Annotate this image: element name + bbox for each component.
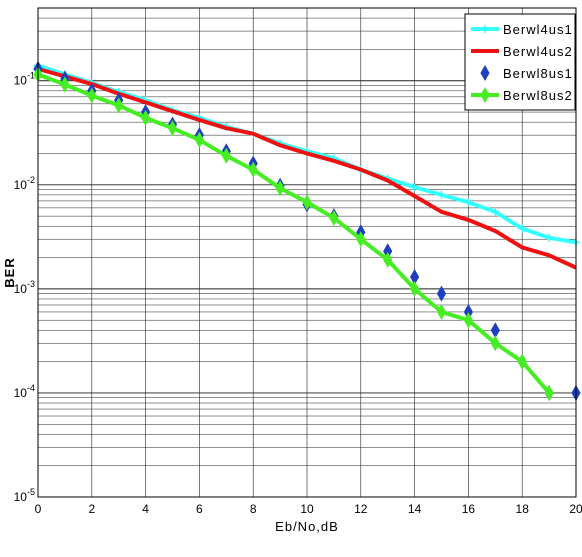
y-tick-label: 10-2 [14,175,35,192]
x-tick-label: 4 [142,502,149,516]
data-point-plus-marker [464,198,473,207]
data-point-diamond-marker [248,161,258,178]
legend: Berwl4us1 Berwl4us2 Berwl8us1 Berwl8us2 [464,13,576,111]
data-point-diamond-marker [436,285,447,302]
data-point-diamond-marker [87,87,97,104]
y-tick-label: 10-4 [14,383,35,400]
x-tick-label: 18 [516,502,530,516]
y-tick-label: 10-3 [14,279,35,296]
data-point-diamond-marker [114,97,124,114]
data-point-diamond-marker [302,194,312,211]
data-point-diamond-marker [490,322,500,339]
data-point-diamond-marker [517,353,527,370]
legend-item: Berwl4us2 [471,44,573,59]
legend-marker [481,25,489,33]
legend-item: Berwl4us1 [471,22,573,37]
data-point-diamond-marker [356,231,366,248]
data-point-diamond-marker [463,312,473,329]
series-Berwl4us2 [37,66,577,270]
legend-label: Berwl4us1 [503,22,573,37]
x-tick-label: 10 [300,502,314,516]
data-point-diamond-marker [141,109,151,126]
y-axis-label: BER [2,257,17,287]
data-point-plus-marker [518,224,527,233]
data-point-diamond-marker [167,120,178,137]
x-tick-label: 12 [354,502,368,516]
legend-label: Berwl8us2 [503,88,573,103]
data-point-diamond-marker [329,209,339,226]
series-line [37,66,577,270]
x-tick-labels: 0 2 4 6 8 10 12 14 16 18 20 [35,502,582,516]
x-tick-label: 14 [408,502,422,516]
data-point-plus-marker [410,183,419,192]
x-tick-label: 8 [250,502,257,516]
data-point-diamond-marker [544,384,554,401]
x-axis-label: Eb/No,dB [275,519,339,534]
legend-label: Berwl8us1 [503,66,573,81]
legend-item: Berwl8us2 [471,86,573,104]
data-point-diamond-marker [410,280,420,297]
data-point-diamond-marker [221,147,231,164]
legend-item: Berwl8us1 [480,64,573,82]
data-point-diamond-marker [490,335,500,352]
y-tick-label: 10-1 [14,71,35,88]
data-point-diamond-marker [60,76,70,93]
data-point-diamond-marker [194,131,204,148]
data-point-plus-marker [545,233,554,242]
data-point-diamond-marker [383,251,393,268]
y-tick-label: 10-5 [14,487,35,504]
y-tick-labels: 10-1 10-2 10-3 10-4 10-5 [14,71,35,504]
plot-frame [37,7,577,498]
series-Berwl8us2 [33,66,554,401]
series-layer [33,60,581,401]
legend-label: Berwl4us2 [503,44,573,59]
data-point-diamond-marker [275,180,285,197]
x-tick-label: 2 [88,502,95,516]
data-point-diamond-marker [436,303,447,320]
legend-marker [480,86,490,104]
data-point-plus-marker [491,207,500,216]
x-tick-label: 16 [462,502,476,516]
data-point-plus-marker [437,190,446,199]
legend-marker [480,64,490,82]
series-line [37,72,551,395]
x-tick-label: 0 [35,502,42,516]
x-tick-label: 20 [569,502,582,516]
x-tick-label: 6 [196,502,203,516]
